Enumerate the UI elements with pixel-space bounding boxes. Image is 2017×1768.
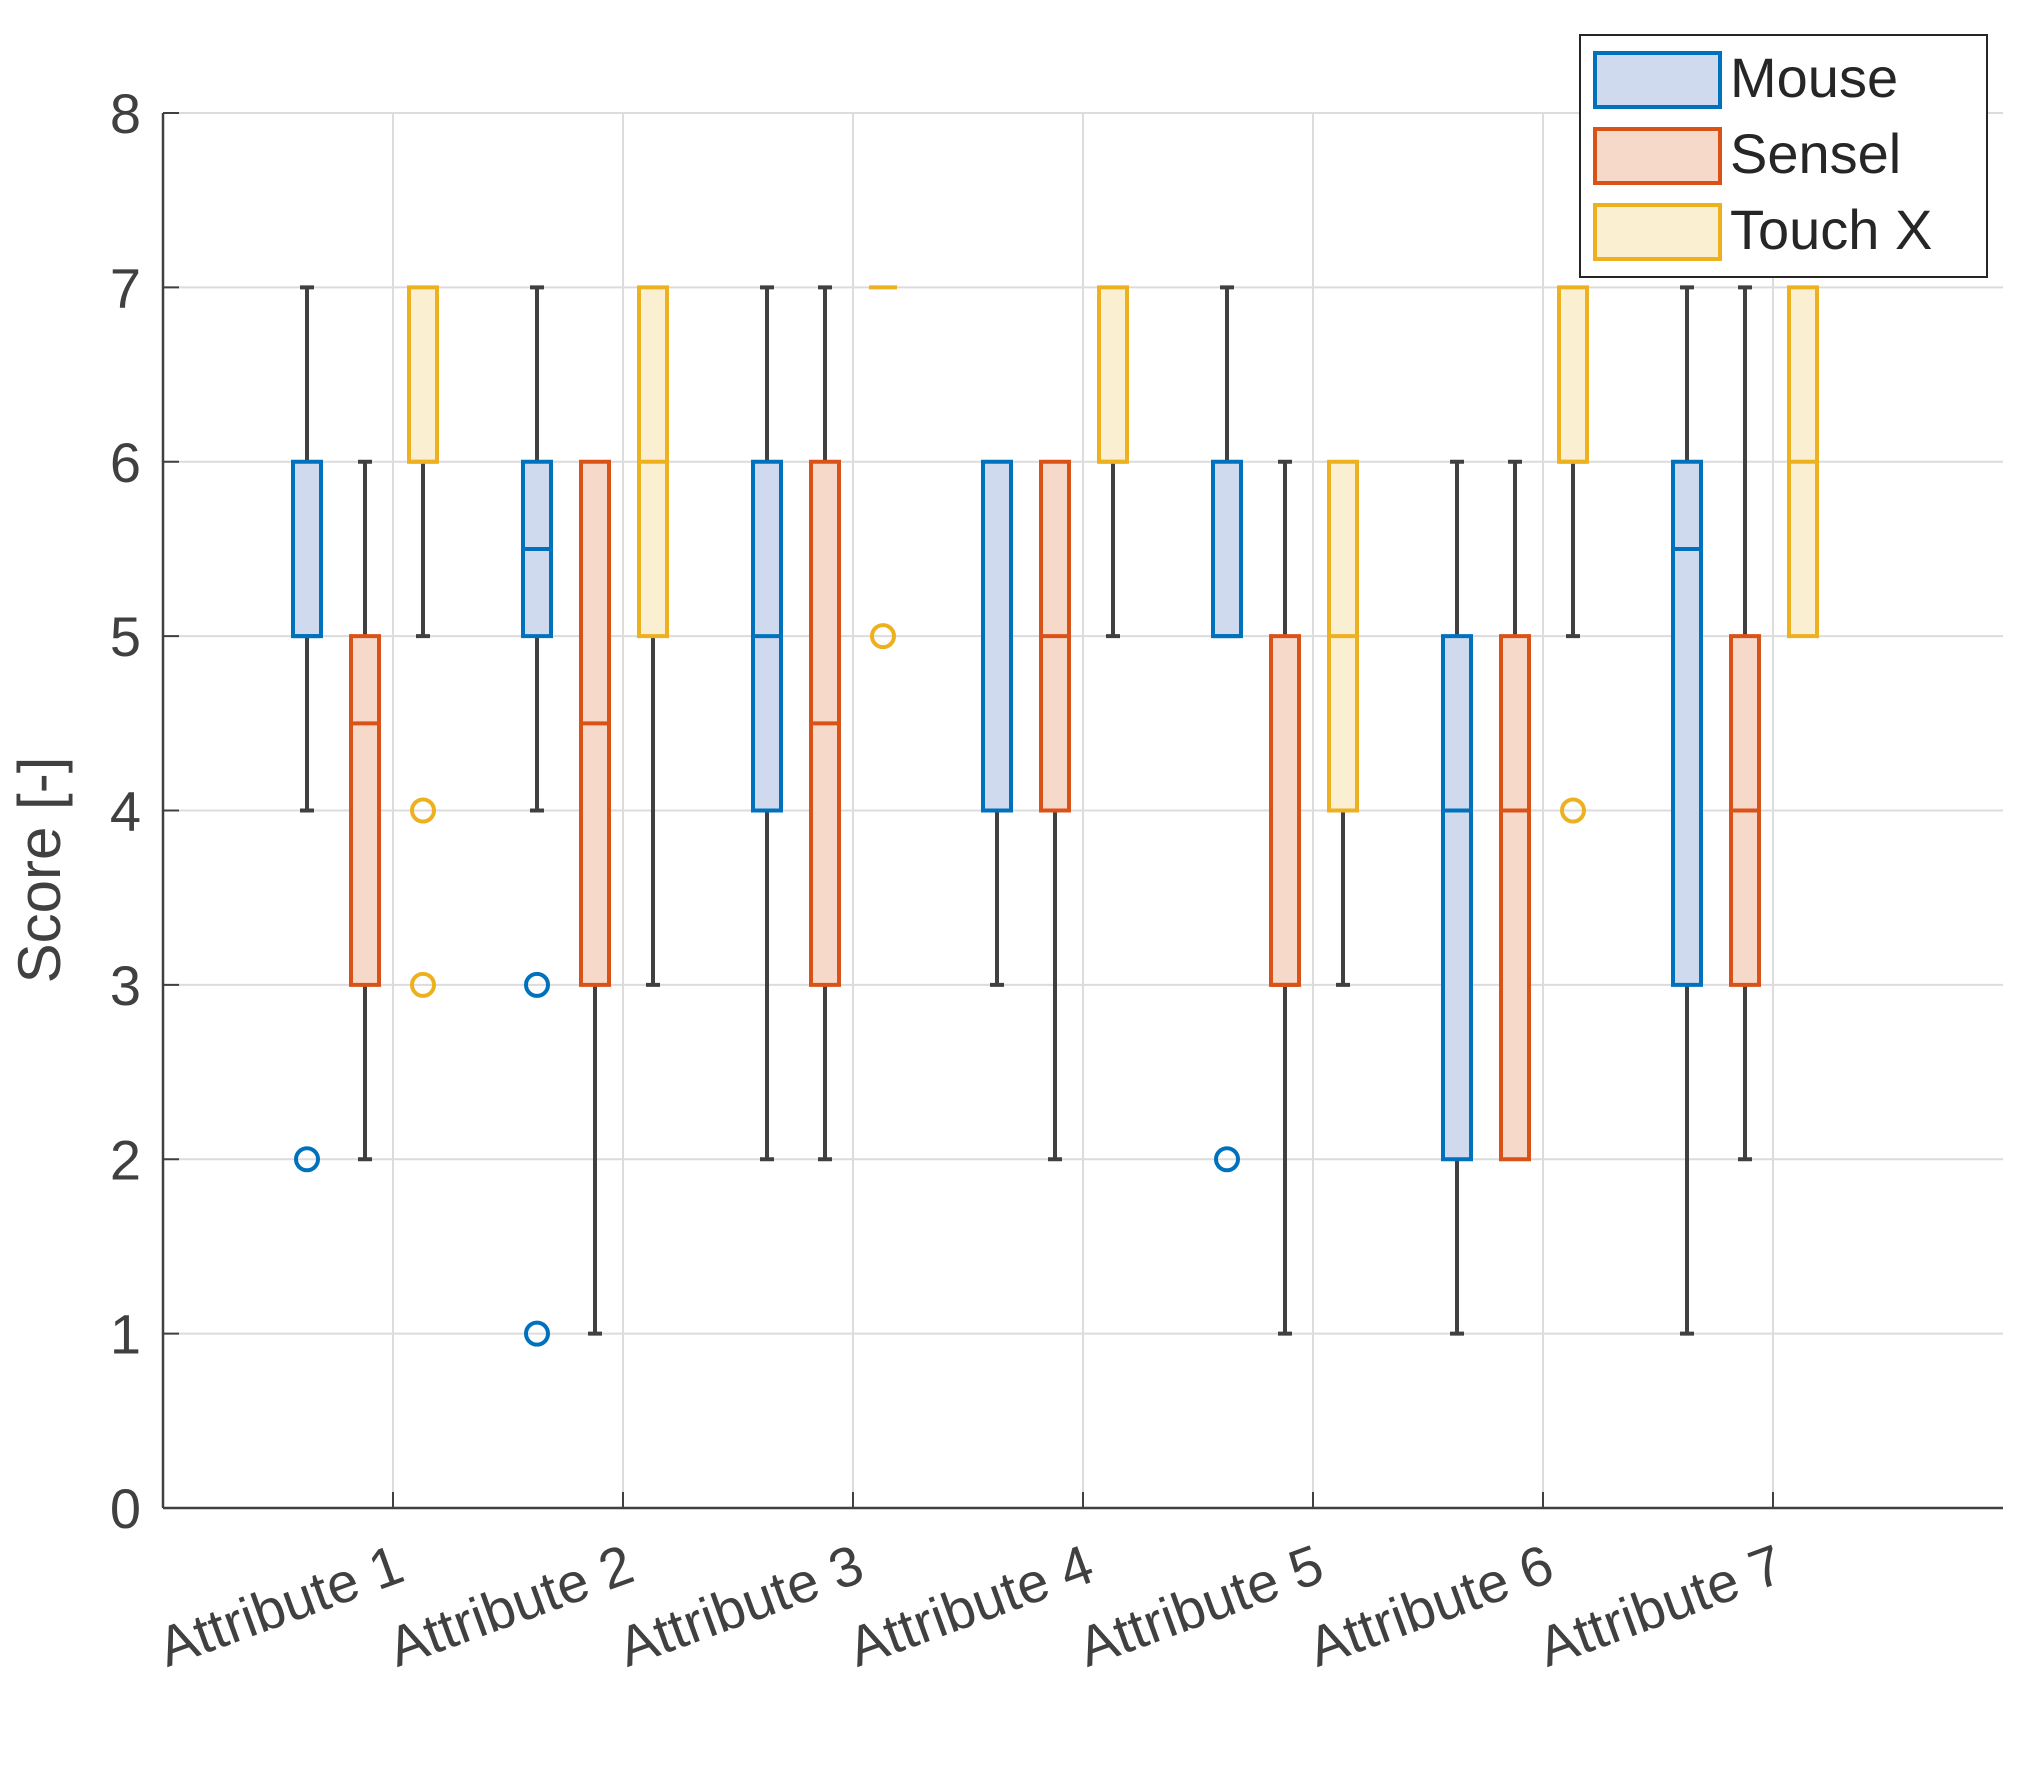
- legend: Mouse Sensel Touch X: [1579, 34, 1988, 278]
- box-body: [1499, 634, 1531, 1162]
- box-3: [809, 285, 841, 1162]
- box-body: [1441, 634, 1473, 1162]
- legend-label: Mouse: [1730, 46, 1898, 109]
- box-body: [1557, 285, 1589, 464]
- y-tick-label: 3: [110, 954, 141, 1017]
- box-2: [521, 285, 553, 1347]
- series-mouse: [291, 285, 1703, 1347]
- box-5: [1327, 459, 1359, 987]
- box-body: [1097, 285, 1129, 464]
- outlier-point: [524, 971, 550, 998]
- y-axis-label: Score [-]: [6, 757, 73, 984]
- y-tick-label: 6: [110, 431, 141, 494]
- box-6: [1441, 459, 1473, 1336]
- y-tick-label: 1: [110, 1303, 141, 1366]
- box-1: [349, 459, 381, 1162]
- box-body: [1211, 459, 1243, 639]
- box-6: [1557, 285, 1589, 824]
- outlier-point: [410, 797, 436, 824]
- box-5: [1269, 459, 1301, 1336]
- box-7: [1729, 285, 1761, 1162]
- box-4: [981, 459, 1013, 987]
- legend-label: Touch X: [1730, 198, 1932, 261]
- box-1: [407, 285, 439, 998]
- box-6: [1499, 459, 1531, 1162]
- box-3: [869, 285, 897, 650]
- box-2: [579, 459, 611, 1336]
- y-tick-label: 4: [110, 780, 141, 843]
- legend-swatch: [1593, 127, 1722, 185]
- box-7: [1671, 285, 1703, 1336]
- box-3: [751, 285, 783, 1162]
- box-7: [1787, 285, 1819, 639]
- legend-swatch: [1593, 51, 1722, 109]
- box-1: [291, 285, 323, 1173]
- outlier-point: [1560, 797, 1586, 824]
- box-body: [291, 459, 323, 639]
- series-touch-x: [407, 285, 1819, 998]
- box-5: [1211, 285, 1243, 1173]
- outlier-point: [524, 1320, 550, 1347]
- box-2: [637, 285, 669, 987]
- y-tick-label: 7: [110, 256, 141, 319]
- y-tick-label: 0: [110, 1477, 141, 1540]
- grid-lines: [163, 112, 2003, 1508]
- outlier-point: [1214, 1146, 1240, 1173]
- outlier-point: [294, 1146, 320, 1173]
- outlier-point: [410, 971, 436, 998]
- box-4: [1039, 459, 1071, 1162]
- legend-label: Sensel: [1730, 122, 1901, 185]
- box-body: [407, 285, 439, 464]
- box-body: [349, 634, 381, 987]
- y-tick-label: 2: [110, 1128, 141, 1191]
- series-sensel: [349, 285, 1761, 1336]
- outlier-point: [870, 623, 896, 650]
- box-body: [981, 459, 1013, 813]
- y-tick-label: 5: [110, 605, 141, 668]
- y-tick-label: 8: [110, 82, 141, 145]
- box-4: [1097, 285, 1129, 639]
- box-series: [291, 285, 1819, 1347]
- axes: [161, 112, 2003, 1510]
- box-body: [1269, 634, 1301, 987]
- box-body: [1671, 459, 1703, 987]
- legend-swatch: [1593, 203, 1722, 261]
